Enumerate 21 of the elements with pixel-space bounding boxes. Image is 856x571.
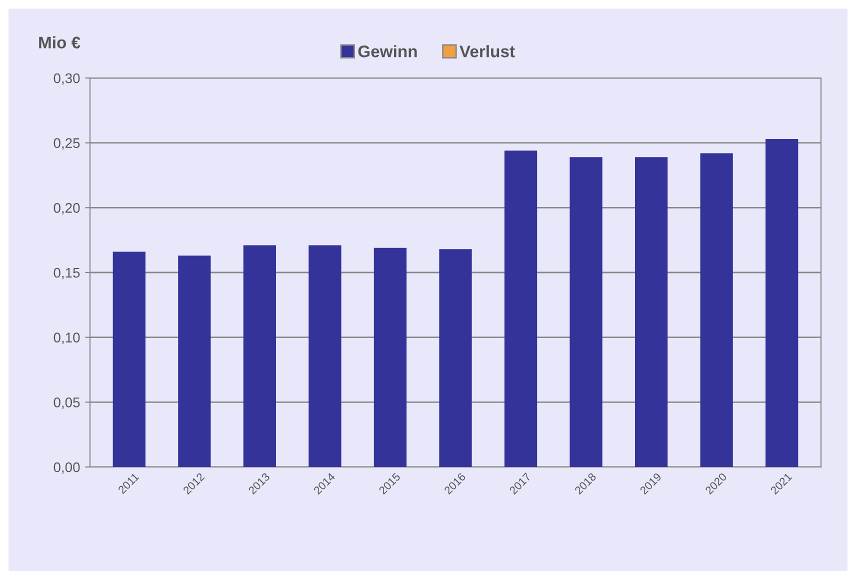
bar xyxy=(112,252,146,467)
y-tick-label: 0,00 xyxy=(54,462,80,474)
y-tick-label: 0,30 xyxy=(54,73,80,85)
bar xyxy=(700,153,733,467)
bar xyxy=(178,256,211,467)
bar xyxy=(570,157,602,467)
y-tick-label: 0,05 xyxy=(54,398,80,409)
y-axis-title: Mio € xyxy=(39,36,80,48)
y-tick-label: 0,25 xyxy=(54,138,80,150)
legend-label: Gewinn xyxy=(358,45,417,58)
bar xyxy=(439,249,472,467)
y-tick-label: 0,15 xyxy=(54,268,80,280)
bar xyxy=(634,157,668,467)
y-tick-label: 0,20 xyxy=(54,203,80,214)
bar xyxy=(504,150,538,467)
y-tick-label: 0,10 xyxy=(54,332,80,344)
legend-label: Verlust xyxy=(460,45,515,58)
bar xyxy=(243,245,276,467)
bar xyxy=(766,138,798,467)
bar xyxy=(374,248,407,467)
bar xyxy=(308,245,342,467)
